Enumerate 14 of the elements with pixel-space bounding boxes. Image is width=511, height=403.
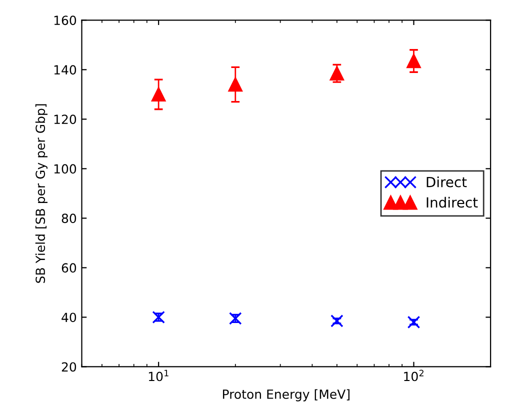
y-tick-label: 60 bbox=[62, 263, 76, 273]
legend-label: Direct bbox=[426, 176, 467, 188]
y-tick-label: 120 bbox=[54, 114, 76, 124]
y-tick-label: 140 bbox=[54, 65, 76, 75]
x-tick-label: 10$^{2}$ bbox=[404, 370, 424, 382]
x-tick-label: 10$^{1}$ bbox=[148, 370, 168, 382]
x-axis-title: Proton Energy [MeV] bbox=[222, 389, 350, 402]
legend-label: Indirect bbox=[426, 196, 478, 208]
y-tick-label: 80 bbox=[62, 214, 76, 224]
y-tick-label: 40 bbox=[62, 312, 76, 322]
y-tick-label: 100 bbox=[54, 164, 76, 174]
y-tick-label: 20 bbox=[62, 362, 76, 372]
y-tick-label: 160 bbox=[54, 16, 76, 26]
y-axis-title: SB Yield [SB per Gy per Gbp] bbox=[35, 104, 48, 283]
